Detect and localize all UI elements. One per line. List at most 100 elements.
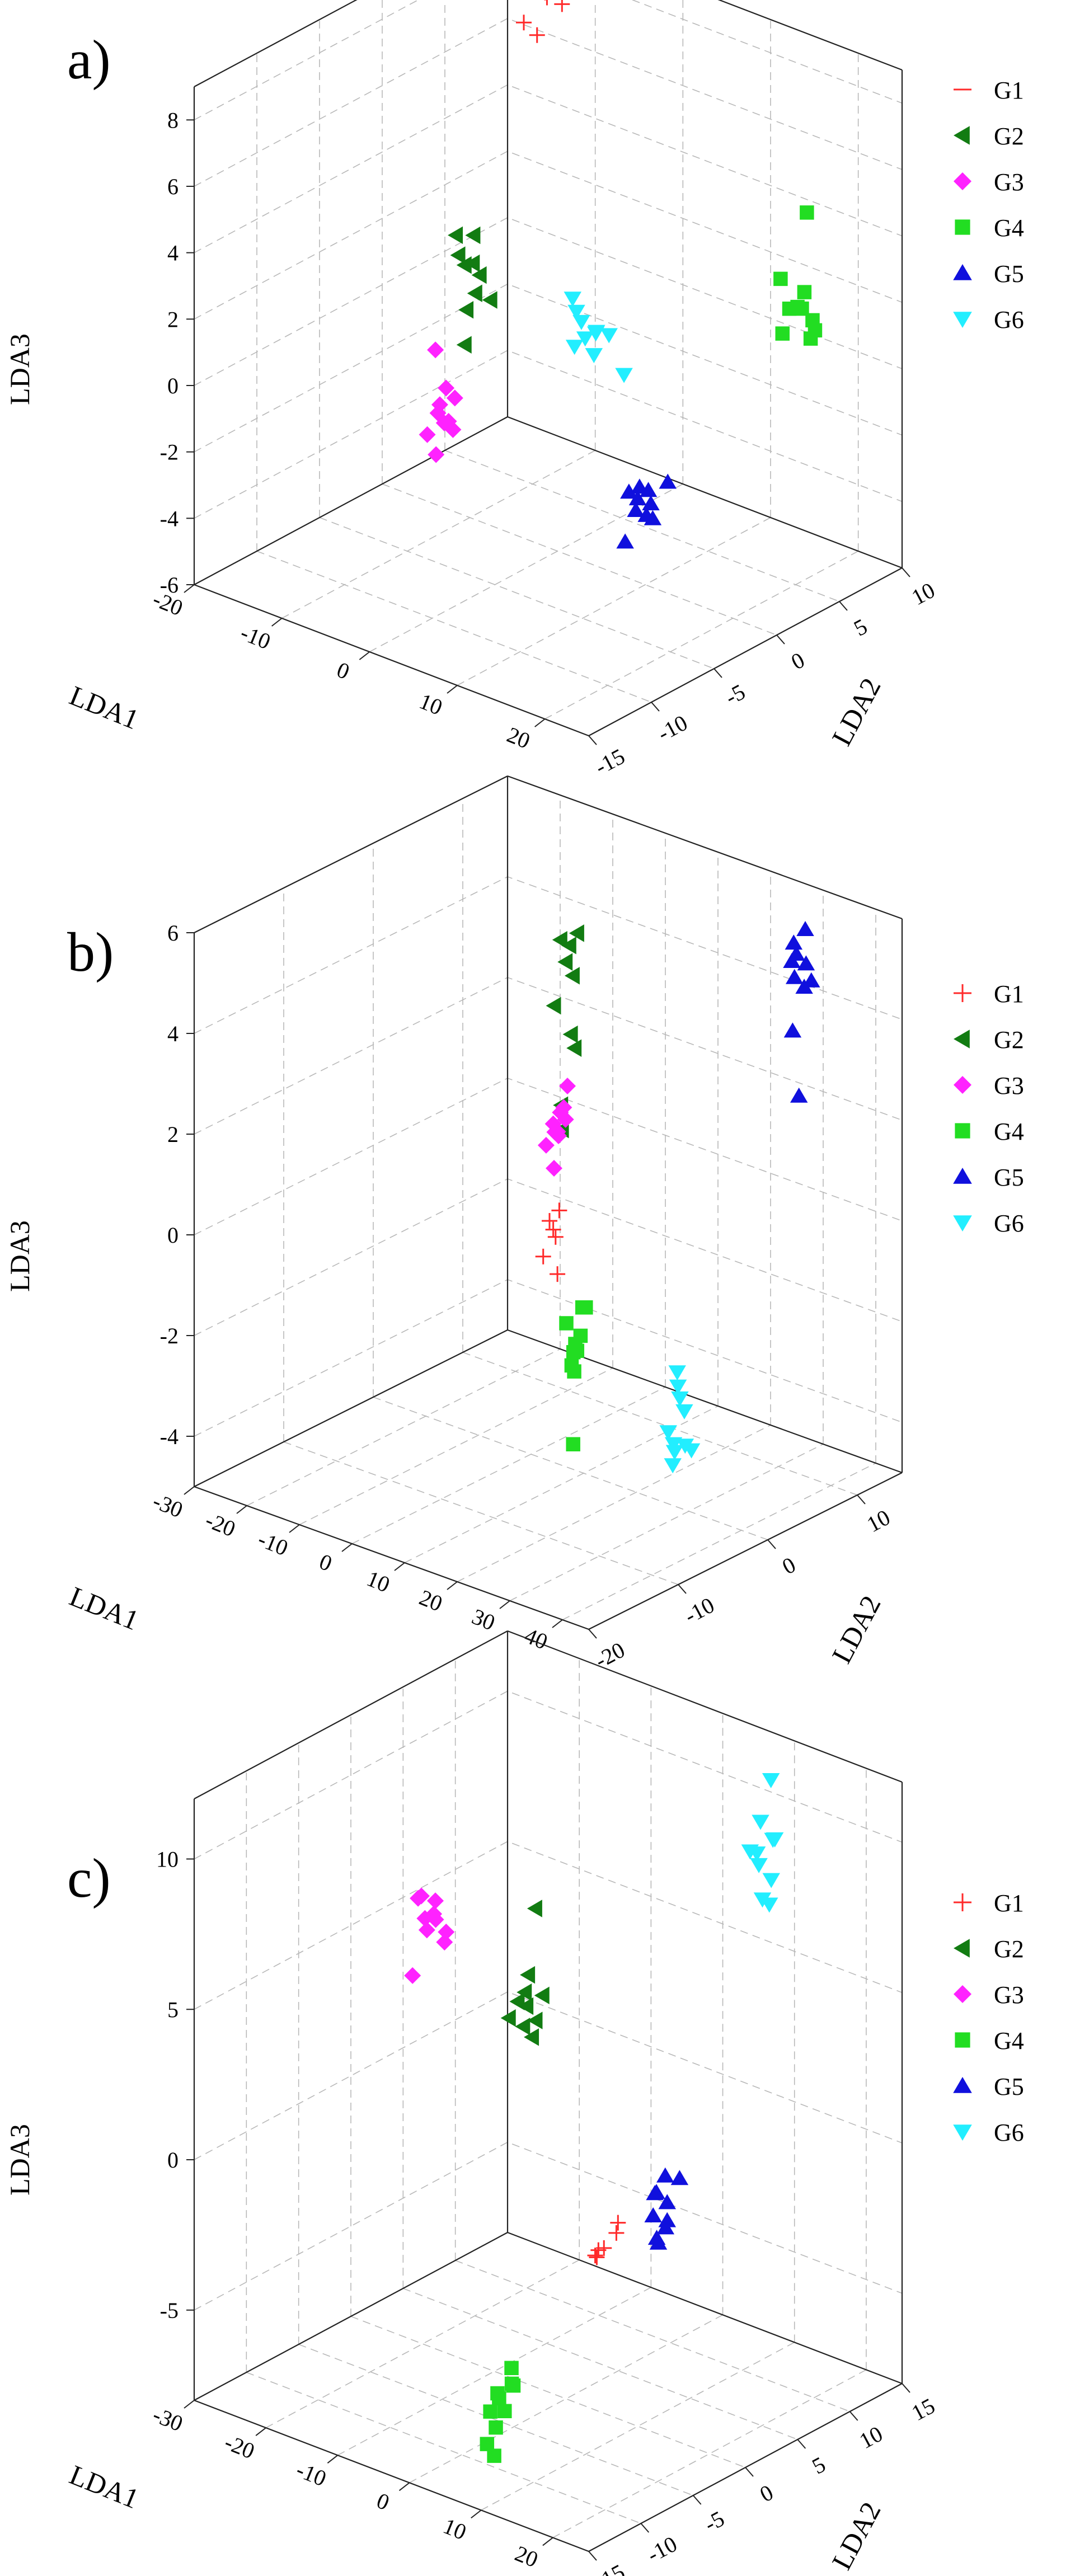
point-G6: [664, 1437, 683, 1452]
point-G5: [659, 473, 677, 489]
point-G5: [670, 2170, 689, 2185]
point-G2: [562, 1025, 578, 1043]
x-tick-label: 0: [316, 1549, 335, 1576]
point-G2: [534, 1986, 550, 2005]
y-tick-label: -15: [591, 744, 629, 780]
series-G3: [537, 1078, 576, 1177]
legend-marker-G3: [954, 1985, 971, 2003]
point-G4: [480, 2437, 495, 2451]
x-tick-label: 10: [440, 2513, 470, 2545]
point-G1: [551, 1202, 567, 1219]
y-tick-label: 5: [849, 614, 871, 641]
z-axis: -5 0 5 10: [156, 1847, 194, 2323]
x-tick-label: 30: [468, 1604, 499, 1635]
point-G5: [783, 1022, 802, 1038]
point-G6: [565, 340, 584, 355]
y-tick-label: -15: [591, 2559, 629, 2576]
point-G3: [427, 341, 444, 359]
point-G1: [545, 1221, 561, 1238]
x-tick-label: -10: [255, 1526, 292, 1561]
grid: [194, 775, 903, 1630]
y-tick-label: 15: [907, 2393, 938, 2426]
point-G5: [616, 533, 634, 549]
legend-marker-G2: [954, 1030, 970, 1049]
legend: G1 G2 G3 G4 G5 G6: [953, 77, 1024, 333]
legend-label-G2: G2: [994, 1026, 1024, 1054]
point-G4: [564, 1358, 579, 1373]
y-axis-title: LDA2: [825, 1590, 886, 1668]
legend-marker-G4: [955, 2032, 970, 2048]
y-axis-title: LDA2: [825, 2497, 886, 2574]
z-tick-label: 10: [156, 1847, 179, 1872]
z-tick-label: 5: [167, 1997, 179, 2022]
z-tick-label: 4: [167, 241, 179, 266]
z-tick-label: -5: [160, 2298, 179, 2323]
x-axis-title: LDA1: [65, 1580, 143, 1636]
point-G2: [482, 291, 497, 309]
legend-marker-G3: [954, 172, 971, 190]
point-G4: [489, 2420, 503, 2435]
series-G2: [448, 226, 497, 354]
y-axis: -15 -10 -5 0 5 10 15: [588, 2383, 939, 2576]
point-G6: [766, 1832, 784, 1848]
point-G4: [808, 323, 823, 338]
legend-marker-G5: [953, 1168, 972, 1184]
z-tick-label: 4: [167, 1021, 179, 1046]
point-G3: [427, 1892, 444, 1910]
z-tick-label: 8: [167, 107, 179, 133]
axis-box: [193, 775, 903, 1630]
point-G2: [527, 2011, 543, 2029]
x-tick-label: 20: [504, 722, 534, 754]
z-tick-label: -6: [160, 572, 179, 598]
y-tick-label: -5: [721, 679, 749, 709]
x-tick-label: -10: [237, 620, 274, 655]
legend-label-G6: G6: [994, 306, 1024, 333]
legend-marker-G1: [954, 1893, 971, 1911]
point-G2: [564, 967, 580, 985]
point-G1: [516, 15, 532, 31]
point-G2: [450, 246, 466, 264]
legend-marker-G3: [954, 1076, 971, 1094]
point-G6: [576, 331, 594, 347]
z-tick-label: 0: [167, 1223, 179, 1248]
z-axis-title: LDA3: [4, 333, 35, 405]
z-tick-label: 6: [167, 920, 179, 946]
x-tick-label: 10: [416, 688, 446, 720]
z-tick-label: 2: [167, 1122, 179, 1147]
x-tick-label: 20: [416, 1585, 446, 1616]
series-G5: [783, 921, 820, 1103]
y-tick-label: 0: [787, 647, 809, 675]
series-G4: [559, 1300, 593, 1451]
point-G2: [456, 256, 472, 274]
legend-marker-G6: [953, 2124, 972, 2141]
point-G4: [575, 1300, 590, 1315]
point-G2: [566, 1039, 582, 1057]
point-G2: [527, 1900, 542, 1917]
point-G3: [559, 1078, 576, 1094]
legend-label-G3: G3: [994, 1981, 1024, 2009]
point-G6: [671, 1391, 689, 1407]
series-G5: [616, 473, 677, 549]
legend-label-G4: G4: [994, 214, 1024, 242]
point-G2: [561, 937, 576, 955]
point-G6: [675, 1404, 693, 1419]
point-G1: [554, 0, 570, 12]
point-G6: [750, 1858, 768, 1873]
point-G4: [492, 2391, 506, 2405]
point-G3: [555, 1099, 572, 1116]
point-G5: [658, 2212, 676, 2227]
series-G6: [659, 1365, 701, 1474]
point-G6: [615, 368, 633, 383]
legend-marker-G1: [954, 984, 971, 1002]
point-G6: [665, 1445, 684, 1460]
point-G6: [585, 348, 603, 364]
point-G1: [547, 1229, 564, 1245]
y-axis-title: LDA2: [825, 673, 886, 750]
legend-label-G2: G2: [994, 123, 1024, 150]
y-tick-label: 0: [778, 1552, 800, 1580]
data-points: [419, 0, 823, 549]
point-G6: [741, 1844, 759, 1860]
